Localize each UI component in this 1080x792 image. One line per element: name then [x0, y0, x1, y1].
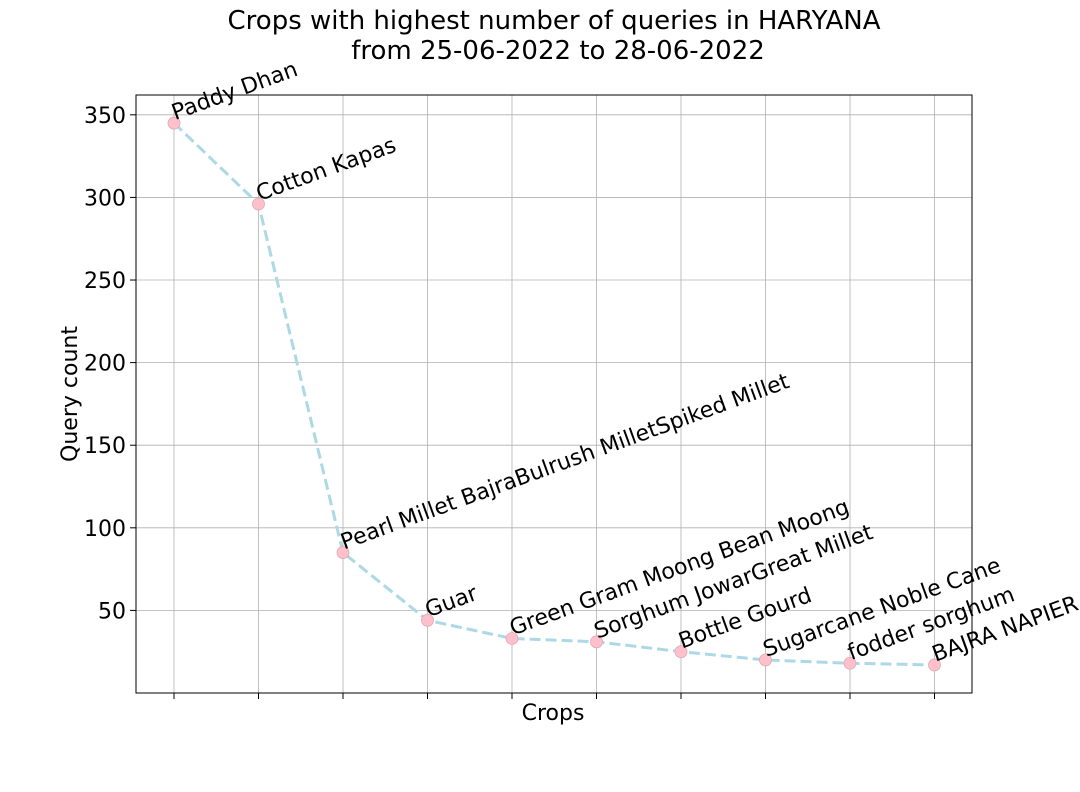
y-axis-label: Query count — [58, 326, 83, 462]
grid — [136, 95, 972, 693]
point-label: Paddy Dhan — [169, 57, 302, 126]
y-tick-label: 100 — [84, 517, 126, 542]
data-point — [843, 656, 857, 670]
data-point — [336, 546, 350, 559]
y-tick-label: 250 — [84, 269, 126, 294]
data-point — [928, 658, 941, 672]
y-tick-label: 200 — [84, 352, 126, 377]
data-point — [421, 613, 434, 627]
data-point — [590, 635, 603, 649]
y-tick-label: 350 — [84, 104, 126, 129]
series-line — [172, 121, 935, 667]
plot-frame — [135, 94, 973, 694]
y-tick-label: 300 — [84, 186, 126, 211]
data-point — [167, 116, 181, 130]
chart-title-line2: from 25-06-2022 to 28-06-2022 — [351, 36, 765, 66]
markers — [167, 116, 941, 672]
chart-title-line1: Crops with highest number of queries in … — [228, 6, 881, 36]
data-point — [505, 632, 519, 645]
data-point — [252, 197, 265, 211]
point-label: Guar — [422, 581, 482, 623]
data-point — [759, 653, 772, 667]
series-line-group — [172, 121, 935, 667]
point-label: Pearl Millet BajraBulrush MilletSpiked M… — [338, 369, 794, 555]
x-axis-label: Crops — [522, 701, 585, 726]
y-tick-label: 150 — [84, 434, 126, 459]
y-tick-label: 50 — [98, 599, 126, 624]
point-label: Cotton Kapas — [253, 133, 400, 207]
data-point — [674, 645, 688, 659]
axis-ticks: 50 100 150 200 250 300 350 — [84, 104, 935, 699]
